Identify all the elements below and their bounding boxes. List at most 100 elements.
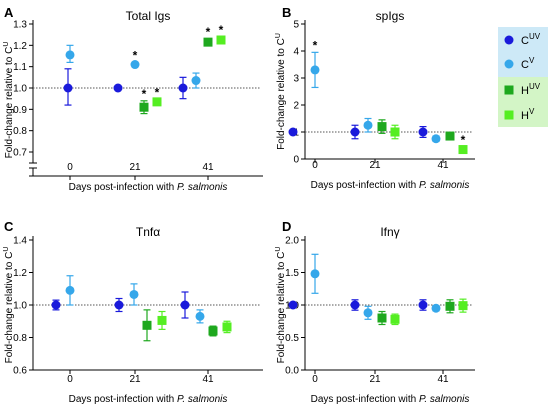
x-tick-label: 21 [129,374,141,385]
data-point-huv [445,301,455,311]
data-point-cv [65,50,75,60]
data-point-hv [458,145,468,155]
x-tick-label: 0 [67,162,73,173]
data-point-cuv [113,83,123,93]
data-point-cv [431,303,441,313]
x-tick-label: 41 [202,162,214,173]
y-tick-label: 0.9 [13,105,27,116]
panel-a: A Total Igs 0.7 0.8 0.9 1.0 1.1 1.2 1.3 0 21 41 Days… [3,5,263,193]
x-tick-label: 41 [437,160,449,171]
legend-label-cv: CV [521,56,535,71]
y-tick-label: 5 [293,20,299,31]
y-tick-label: 1.2 [13,41,27,52]
data-point-cv [195,311,205,321]
y-tick-label: 4 [293,47,299,58]
x-tick-label: 41 [202,374,214,385]
y-axis-label: Fold-change relative to CU [3,247,15,364]
data-point-hv [157,315,167,325]
legend-label-cuv: CUV [521,32,541,47]
y-tick-label: 0.5 [285,333,299,344]
data-point-cuv [51,300,61,310]
legend-label-huv: HUV [521,82,541,97]
panel-title: Ifnγ [380,225,399,239]
data-point-cv [130,60,140,70]
y-tick-label: 0.8 [13,126,27,137]
data-point-hv [390,314,400,324]
significance-star: * [142,87,147,101]
y-tick-label: 1.1 [13,62,27,73]
data-point-huv [377,122,387,132]
y-tick-label: 1.5 [285,268,299,279]
y-tick-label: 1.3 [13,20,27,31]
panel-title: spIgs [376,9,405,23]
data-point-cuv [114,300,124,310]
significance-star: * [155,86,160,100]
data-point-cv [363,308,373,318]
y-tick-label: 2.0 [285,236,299,247]
x-tick-label: 41 [437,374,449,385]
y-tick-label: 3 [293,74,299,85]
significance-star: * [219,23,224,37]
x-axis-label: Days post-infection with P. salmonis [69,394,228,405]
panel-letter: A [4,5,14,20]
y-axis-label: Fold-change relative to CU [275,247,287,364]
y-tick-label: 2 [293,101,299,112]
data-point-cv [431,134,441,144]
y-tick-label: 0.6 [13,366,27,377]
legend: CUV CV HUV HV [498,27,548,127]
panel-title: Total Igs [126,9,171,23]
data-point-cuv [63,83,73,93]
x-tick-label: 21 [129,162,141,173]
panel-letter: B [282,5,291,20]
y-axis-label: Fold-change relative to CU [275,33,287,150]
data-point-cv [310,65,320,75]
panel-b: BspIgs01234502141Days post-infection wit… [275,5,475,191]
y-axis-label: Fold-change relative to CU [3,42,15,159]
x-tick-label: 0 [67,374,73,385]
x-axis-label: Days post-infection with P. salmonis [69,182,228,193]
data-point-hv [222,322,232,332]
significance-star: * [313,38,318,52]
data-point-hv [216,35,226,45]
x-tick-label: 0 [312,374,318,385]
significance-star: * [206,25,211,39]
y-tick-label: 1.0 [13,84,27,95]
panel-title: Tnfα [136,225,160,239]
x-axis-label: Days post-infection with P. salmonis [311,394,470,405]
x-tick-label: 0 [312,160,318,171]
y-tick-label: 1.0 [13,301,27,312]
legend-marker-hv [504,110,514,120]
data-point-huv [208,326,218,336]
data-point-hv [458,301,468,311]
significance-star: * [133,48,138,62]
y-tick-label: 1.2 [13,268,27,279]
panel-c: C Tnfα 0.6 0.8 1.0 1.2 1.4 0 21 41 Days post-infec… [3,219,263,405]
data-point-cuv [288,300,298,310]
data-point-hv [390,127,400,137]
x-tick-label: 21 [369,160,381,171]
data-point-cuv [350,127,360,137]
data-point-huv [377,313,387,323]
data-point-cv [191,76,201,86]
x-axis-label: Days post-infection with P. salmonis [311,180,470,191]
data-point-cuv [418,300,428,310]
data-point-cv [310,269,320,279]
data-point-cuv [178,83,188,93]
significance-star: * [461,133,466,147]
data-point-cuv [418,127,428,137]
panel-letter: D [282,219,291,234]
panel-letter: C [4,219,14,234]
y-tick-label: 0.8 [13,333,27,344]
data-point-cuv [180,300,190,310]
data-point-huv [445,131,455,141]
legend-marker-cuv [504,35,514,45]
y-tick-label: 0.7 [13,148,27,159]
y-tick-label: 1.4 [13,236,27,247]
data-point-cv [363,120,373,130]
data-point-huv [142,320,152,330]
data-point-huv [139,102,149,112]
data-point-hv [152,97,162,107]
data-point-cuv [288,127,298,137]
